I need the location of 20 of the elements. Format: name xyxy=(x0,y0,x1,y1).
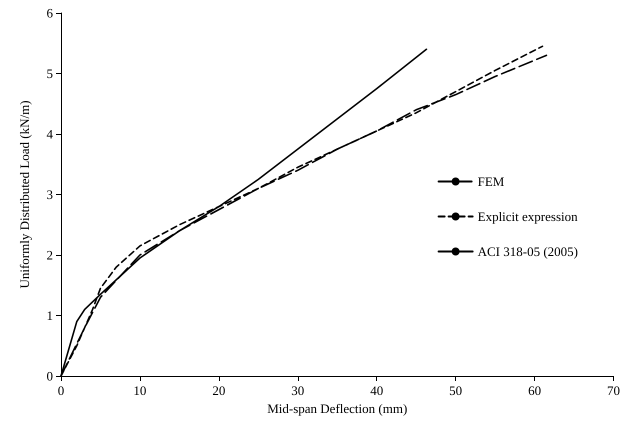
legend-label: FEM xyxy=(478,174,505,189)
y-tick-label: 3 xyxy=(46,187,53,202)
x-tick-label: 60 xyxy=(528,383,542,398)
y-axis-title: Uniformly Distributed Load (kN/m) xyxy=(17,100,32,289)
y-tick-label: 4 xyxy=(46,126,54,142)
y-tick-label: 2 xyxy=(46,248,53,262)
x-tick-label: 50 xyxy=(449,383,462,398)
x-tick-label: 20 xyxy=(212,383,226,398)
y-tick-label: 1 xyxy=(46,308,53,323)
x-tick-label: 10 xyxy=(133,383,146,398)
y-tick-label: 5 xyxy=(46,66,53,81)
y-tick-label: 6 xyxy=(46,6,54,20)
x-tick-label: 0 xyxy=(58,383,64,398)
x-tick-label: 70 xyxy=(607,383,620,398)
x-axis-title: Mid-span Deflection (mm) xyxy=(267,400,408,416)
y-tick-label: 0 xyxy=(46,368,53,384)
legend-label: Explicit expression xyxy=(478,209,578,224)
legend-label: ACI 318-05 (2005) xyxy=(478,244,578,259)
x-tick-label: 40 xyxy=(370,383,384,398)
x-tick-label: 30 xyxy=(291,383,304,398)
